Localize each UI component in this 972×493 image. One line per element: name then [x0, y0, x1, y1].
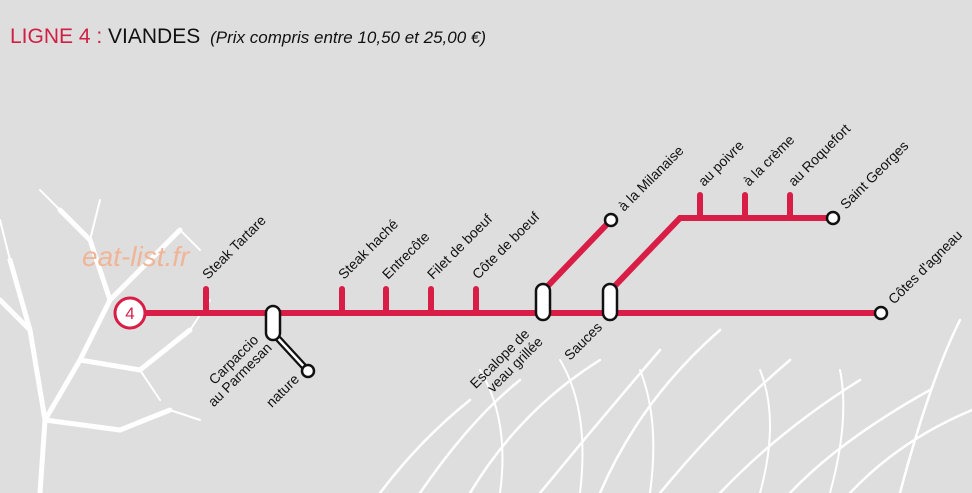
category: VIANDES — [108, 25, 200, 48]
line-badge — [113, 296, 147, 330]
stop — [825, 210, 841, 226]
line-4: 4 — [113, 192, 889, 379]
ticks — [203, 192, 793, 316]
line-number: 4 — [125, 304, 134, 323]
branch — [607, 215, 836, 294]
header: LIGNE 4 : VIANDES (Prix compris entre 10… — [10, 25, 486, 48]
interchange — [534, 282, 552, 322]
stop — [873, 305, 889, 321]
watermark: eat-list.fr — [82, 241, 191, 272]
stop — [300, 363, 316, 379]
stop — [603, 212, 619, 228]
line-label: LIGNE 4 : — [10, 25, 102, 48]
branch — [271, 331, 310, 373]
branch — [540, 217, 614, 294]
price-note: (Prix compris entre 10,50 et 25,00 €) — [210, 28, 486, 47]
tree-decoration — [0, 189, 972, 493]
interchange — [601, 282, 619, 322]
interchange — [264, 304, 282, 342]
